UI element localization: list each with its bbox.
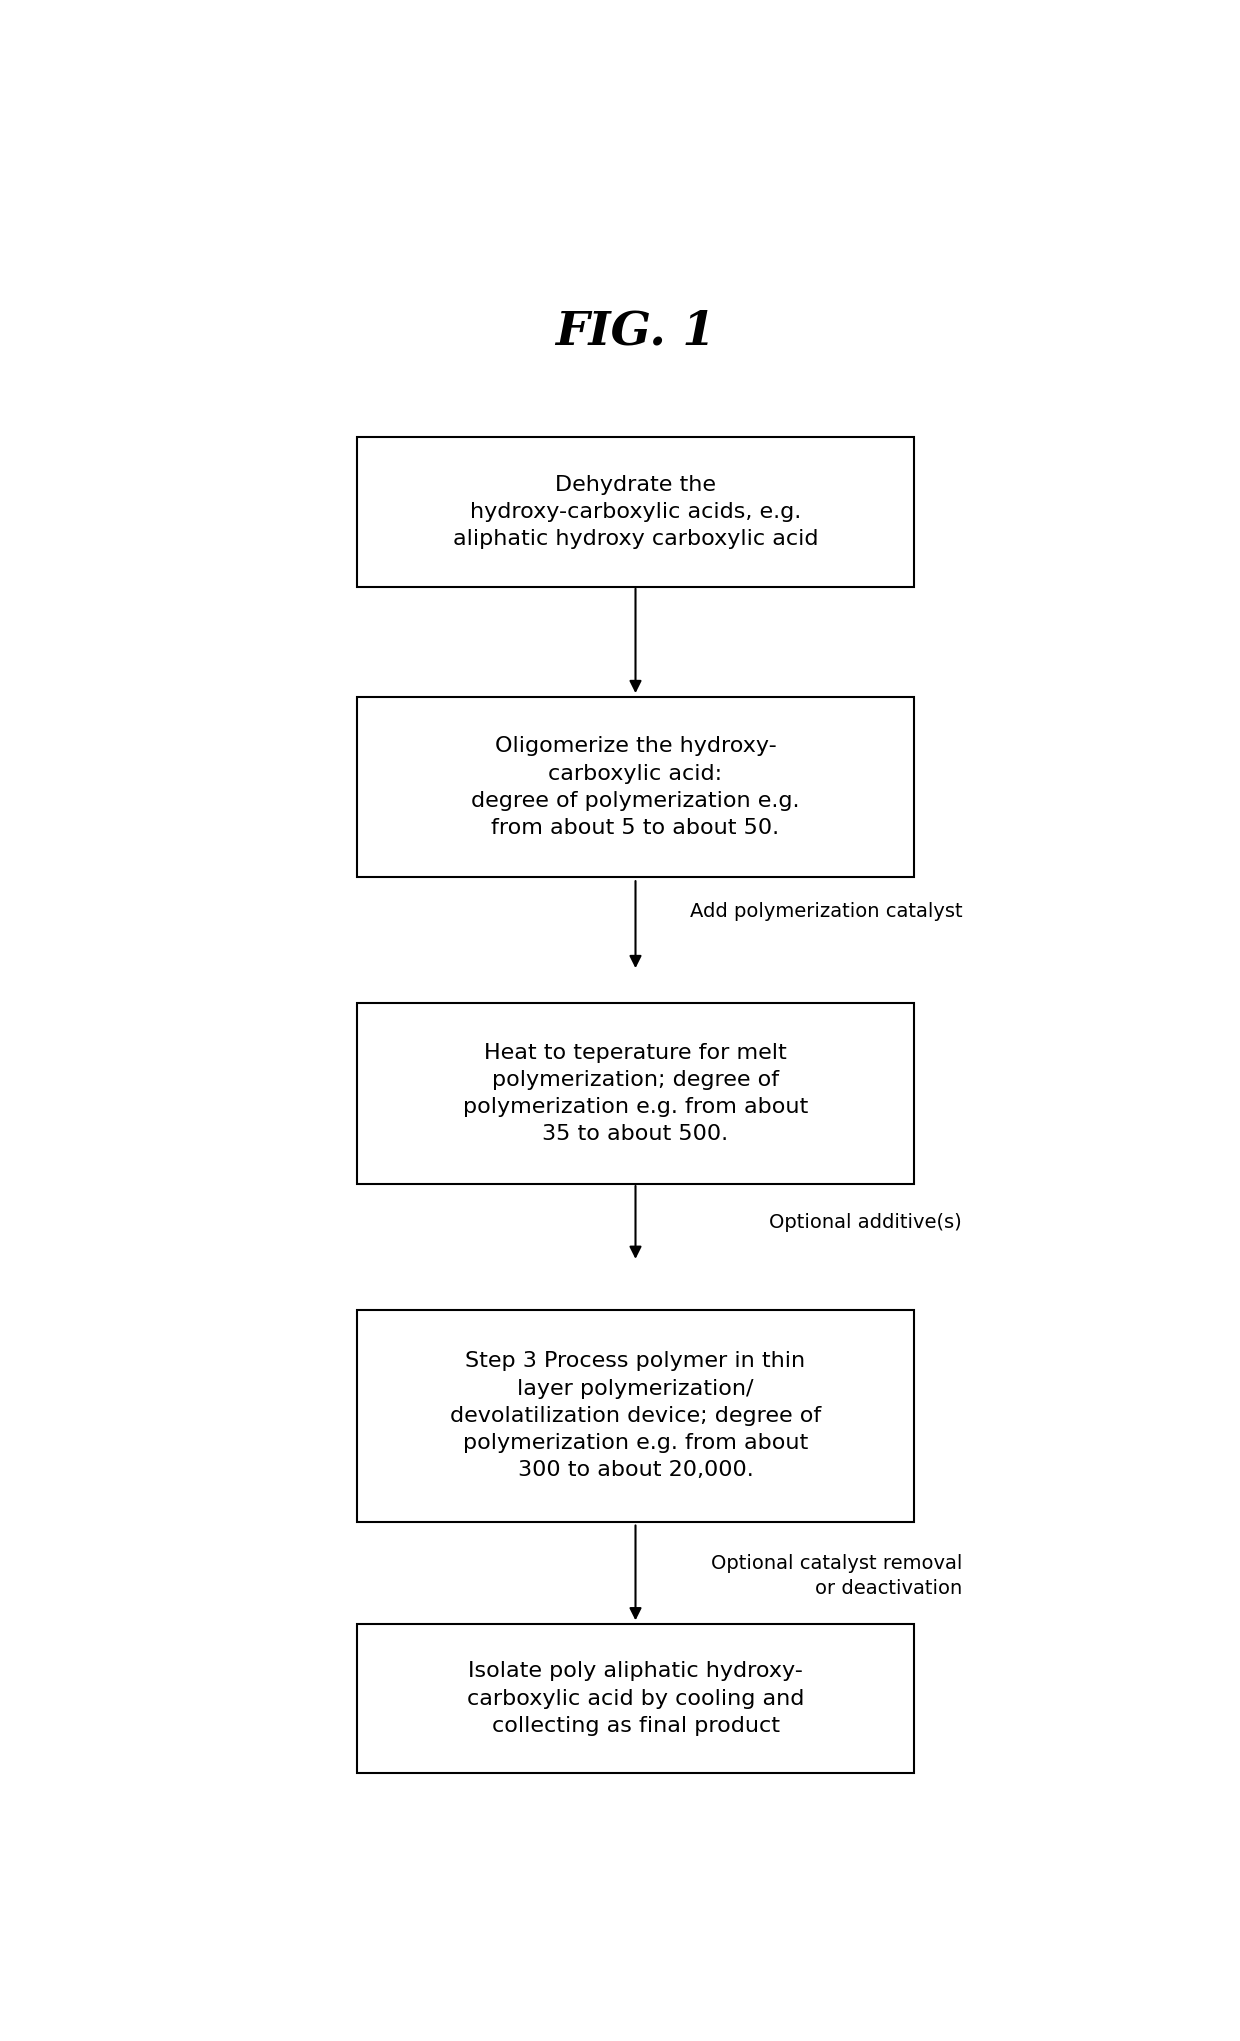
Bar: [357, 1310, 914, 1523]
Text: Isolate poly aliphatic hydroxy-
carboxylic acid by cooling and
collecting as fin: Isolate poly aliphatic hydroxy- carboxyl…: [466, 1661, 805, 1735]
Bar: [357, 1625, 914, 1774]
Text: Heat to teperature for melt
polymerization; degree of
polymerization e.g. from a: Heat to teperature for melt polymerizati…: [463, 1043, 808, 1145]
Bar: [357, 1004, 914, 1184]
Text: Optional additive(s): Optional additive(s): [770, 1212, 962, 1233]
Text: Step 3 Process polymer in thin
layer polymerization/
devolatilization device; de: Step 3 Process polymer in thin layer pol…: [450, 1351, 821, 1480]
Text: FIG. 1: FIG. 1: [556, 308, 715, 355]
Bar: [357, 437, 914, 586]
Text: Optional catalyst removal
or deactivation: Optional catalyst removal or deactivatio…: [711, 1553, 962, 1598]
Text: Add polymerization catalyst: Add polymerization catalyst: [689, 902, 962, 920]
Bar: [357, 696, 914, 878]
Text: Dehydrate the
hydroxy-carboxylic acids, e.g.
aliphatic hydroxy carboxylic acid: Dehydrate the hydroxy-carboxylic acids, …: [453, 476, 818, 549]
Text: Oligomerize the hydroxy-
carboxylic acid:
degree of polymerization e.g.
from abo: Oligomerize the hydroxy- carboxylic acid…: [471, 737, 800, 839]
